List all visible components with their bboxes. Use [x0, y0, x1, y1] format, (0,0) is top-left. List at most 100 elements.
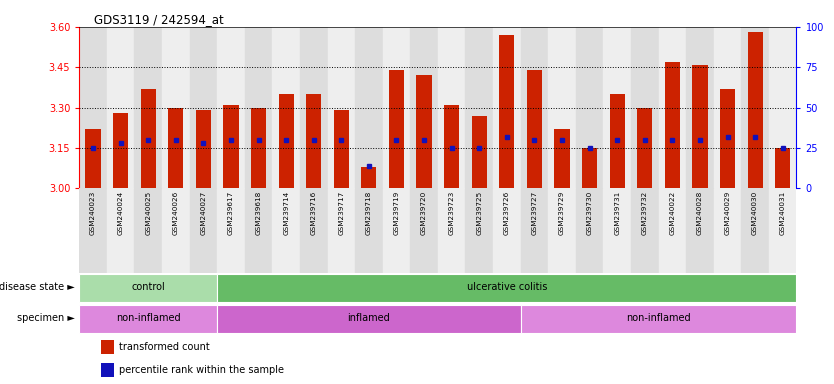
Bar: [101, 362, 113, 376]
Text: GSM240026: GSM240026: [173, 191, 178, 235]
Bar: [686, 27, 714, 188]
Bar: [637, 108, 652, 188]
Bar: [273, 27, 300, 188]
Bar: [328, 188, 355, 273]
Bar: [500, 35, 515, 188]
Bar: [631, 188, 659, 273]
Bar: [720, 89, 735, 188]
Bar: [493, 188, 520, 273]
Bar: [251, 108, 266, 188]
Bar: [217, 27, 244, 188]
Bar: [244, 188, 273, 273]
Text: GSM239723: GSM239723: [449, 191, 455, 235]
Bar: [527, 70, 542, 188]
Text: GSM240028: GSM240028: [697, 191, 703, 235]
Bar: [465, 188, 493, 273]
Bar: [465, 27, 493, 188]
Bar: [775, 148, 791, 188]
Bar: [714, 27, 741, 188]
Bar: [224, 105, 239, 188]
Bar: [714, 188, 741, 273]
Bar: [383, 188, 410, 273]
Bar: [134, 188, 162, 273]
Text: GSM239719: GSM239719: [394, 191, 399, 235]
Bar: [273, 188, 300, 273]
Bar: [355, 188, 383, 273]
Bar: [279, 94, 294, 188]
Text: GSM239716: GSM239716: [311, 191, 317, 235]
Bar: [162, 188, 189, 273]
Bar: [741, 27, 769, 188]
Text: GSM239618: GSM239618: [255, 191, 262, 235]
Bar: [85, 129, 101, 188]
Bar: [306, 94, 321, 188]
Text: transformed count: transformed count: [118, 342, 209, 352]
Bar: [79, 274, 217, 302]
Text: non-inflamed: non-inflamed: [626, 313, 691, 323]
Text: GSM239718: GSM239718: [366, 191, 372, 235]
Text: percentile rank within the sample: percentile rank within the sample: [118, 364, 284, 374]
Bar: [520, 305, 796, 333]
Text: control: control: [131, 282, 165, 292]
Text: GSM240031: GSM240031: [780, 191, 786, 235]
Bar: [575, 27, 603, 188]
Bar: [769, 188, 796, 273]
Text: GSM240024: GSM240024: [118, 191, 123, 235]
Bar: [168, 108, 183, 188]
Bar: [555, 129, 570, 188]
Bar: [101, 340, 113, 354]
Bar: [334, 110, 349, 188]
Bar: [383, 27, 410, 188]
Bar: [631, 27, 659, 188]
Bar: [665, 62, 680, 188]
Bar: [575, 188, 603, 273]
Bar: [217, 305, 520, 333]
Text: GSM240023: GSM240023: [90, 191, 96, 235]
Bar: [217, 274, 796, 302]
Bar: [107, 188, 134, 273]
Bar: [361, 167, 376, 188]
Bar: [196, 110, 211, 188]
Bar: [141, 89, 156, 188]
Bar: [582, 148, 597, 188]
Bar: [244, 27, 273, 188]
Bar: [603, 188, 631, 273]
Bar: [107, 27, 134, 188]
Text: GSM240025: GSM240025: [145, 191, 151, 235]
Bar: [520, 27, 548, 188]
Bar: [438, 188, 465, 273]
Bar: [134, 27, 162, 188]
Bar: [300, 188, 328, 273]
Text: GSM239720: GSM239720: [421, 191, 427, 235]
Bar: [79, 188, 107, 273]
Text: GSM240029: GSM240029: [725, 191, 731, 235]
Bar: [328, 27, 355, 188]
Text: GSM239732: GSM239732: [641, 191, 648, 235]
Bar: [741, 188, 769, 273]
Bar: [217, 188, 244, 273]
Bar: [79, 27, 107, 188]
Bar: [548, 27, 575, 188]
Bar: [472, 116, 487, 188]
Bar: [692, 65, 707, 188]
Bar: [113, 113, 128, 188]
Bar: [520, 188, 548, 273]
Text: inflamed: inflamed: [348, 313, 390, 323]
Bar: [444, 105, 460, 188]
Text: GSM239726: GSM239726: [504, 191, 510, 235]
Bar: [189, 27, 217, 188]
Bar: [769, 27, 796, 188]
Text: GSM239725: GSM239725: [476, 191, 482, 235]
Text: GSM239731: GSM239731: [614, 191, 620, 235]
Bar: [438, 27, 465, 188]
Bar: [189, 188, 217, 273]
Bar: [659, 188, 686, 273]
Bar: [548, 188, 575, 273]
Bar: [355, 27, 383, 188]
Bar: [416, 75, 432, 188]
Bar: [162, 27, 189, 188]
Bar: [410, 188, 438, 273]
Text: GSM239730: GSM239730: [586, 191, 593, 235]
Text: GSM239714: GSM239714: [283, 191, 289, 235]
Text: GSM240030: GSM240030: [752, 191, 758, 235]
